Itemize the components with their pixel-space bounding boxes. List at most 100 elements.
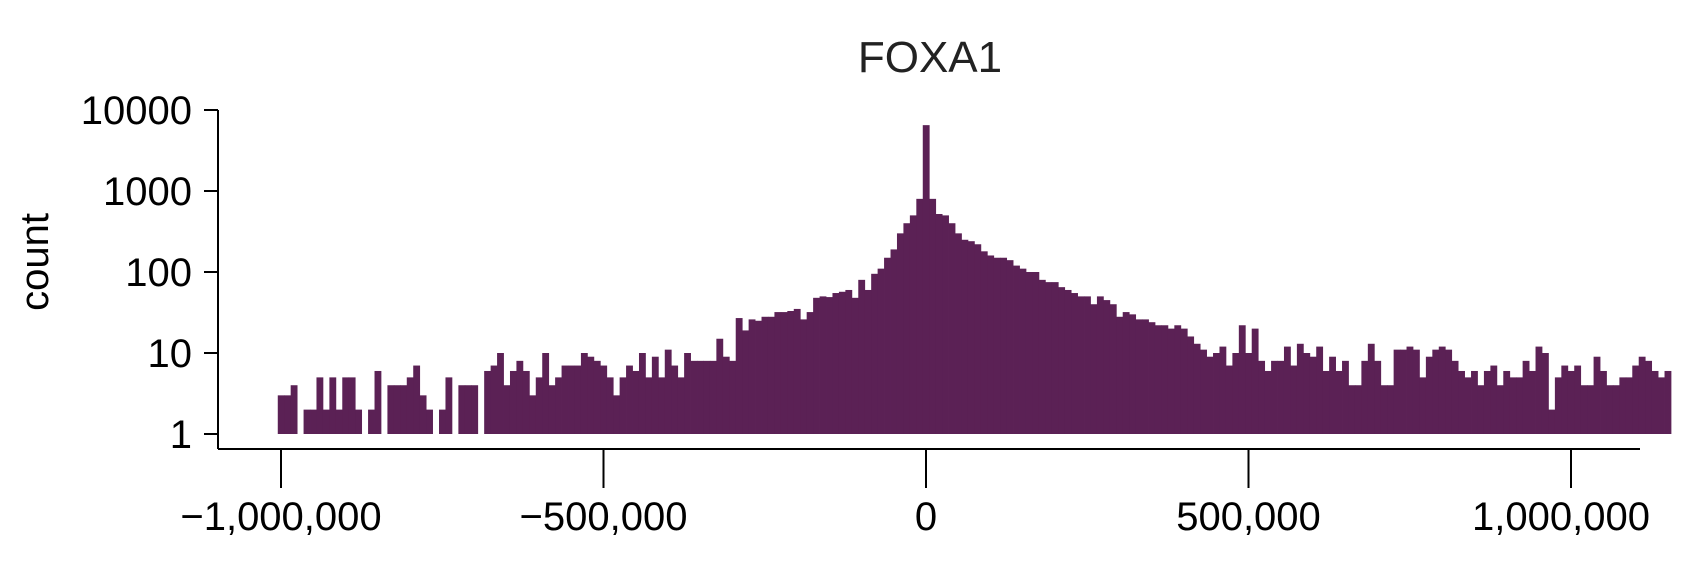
histogram-bar xyxy=(851,297,859,434)
histogram-bar xyxy=(426,409,433,434)
histogram-bar xyxy=(658,377,666,434)
histogram-bar xyxy=(1238,325,1246,434)
histogram-bar xyxy=(709,360,717,434)
histogram-bar xyxy=(1032,272,1040,434)
histogram-bar xyxy=(1142,319,1149,434)
histogram-bar xyxy=(1245,353,1253,434)
histogram-bar xyxy=(1432,349,1440,434)
histogram-bar xyxy=(632,370,640,434)
histogram-bar xyxy=(1200,349,1207,434)
y-tick-label: 100 xyxy=(125,251,192,295)
histogram-bar xyxy=(716,338,724,434)
histogram-bar xyxy=(568,365,575,434)
histogram-bar xyxy=(787,311,795,434)
histogram-bar xyxy=(748,319,756,434)
histogram-bar xyxy=(1109,304,1117,434)
histogram-bars xyxy=(277,125,1672,435)
histogram-bar xyxy=(780,312,788,434)
histogram-bar xyxy=(1303,353,1311,434)
histogram-bar xyxy=(522,370,530,434)
histogram-bar xyxy=(845,289,853,434)
histogram-bar xyxy=(1342,360,1349,434)
histogram-bar xyxy=(529,395,537,434)
histogram-bar xyxy=(1013,265,1020,434)
histogram-bar xyxy=(1187,336,1195,434)
histogram-bar xyxy=(767,316,775,434)
histogram-bar xyxy=(374,370,382,434)
histogram-bar xyxy=(1251,328,1259,434)
histogram-bar xyxy=(761,316,769,434)
histogram-bar xyxy=(1077,296,1085,434)
histogram-bar xyxy=(1445,349,1453,434)
histogram-bar xyxy=(638,353,646,434)
histogram-bar xyxy=(600,365,608,434)
histogram-bar xyxy=(864,289,872,434)
histogram-bar xyxy=(1632,365,1640,434)
histogram-bar xyxy=(1045,282,1053,434)
histogram-bar xyxy=(1425,356,1433,434)
histogram-bar xyxy=(974,244,982,434)
histogram-bar xyxy=(1380,385,1388,434)
histogram-bar xyxy=(793,308,801,434)
x-tick-label: −500,000 xyxy=(520,495,688,539)
histogram-bar xyxy=(1619,377,1627,434)
histogram-bar xyxy=(1529,370,1536,434)
histogram-bar xyxy=(1225,365,1233,434)
histogram-bar xyxy=(1329,356,1336,434)
histogram-bar xyxy=(942,215,949,434)
chart-title: FOXA1 xyxy=(858,33,1002,82)
histogram-bar xyxy=(626,365,633,434)
histogram-bar xyxy=(516,360,524,434)
x-tick-label: 1,000,000 xyxy=(1472,495,1650,539)
histogram-bar xyxy=(1161,325,1169,434)
histogram-bar xyxy=(574,365,582,434)
histogram-bar xyxy=(664,349,672,434)
histogram-bar xyxy=(909,215,917,434)
histogram-bar xyxy=(1464,377,1472,434)
histogram-bar xyxy=(406,377,414,434)
histogram-bar xyxy=(1084,296,1091,434)
histogram-bar xyxy=(277,395,285,434)
histogram-bar xyxy=(896,233,904,434)
histogram-bar xyxy=(806,312,814,434)
histogram-bar xyxy=(1180,328,1188,434)
y-axis-label: count xyxy=(13,213,57,311)
histogram-bar xyxy=(993,257,1001,434)
histogram-bar xyxy=(613,395,621,434)
histogram-bar xyxy=(1258,360,1266,434)
histogram-bar xyxy=(1638,356,1646,434)
histogram-bar xyxy=(471,385,479,434)
histogram-bar xyxy=(322,409,330,434)
histogram-bar xyxy=(1148,322,1156,434)
histogram-bar xyxy=(1587,385,1594,434)
histogram-bar xyxy=(858,279,866,434)
histogram-bar xyxy=(542,353,550,434)
histogram-bar xyxy=(961,239,969,434)
histogram-bar xyxy=(838,291,846,434)
histogram-bar xyxy=(1387,385,1395,434)
histogram-bar xyxy=(606,377,614,434)
histogram-bar xyxy=(903,223,911,434)
histogram-bar xyxy=(1322,370,1330,434)
histogram-bar xyxy=(1419,377,1427,434)
histogram-bar xyxy=(1548,409,1556,434)
histogram-bar xyxy=(548,385,556,434)
histogram-bar xyxy=(1516,377,1524,434)
histogram-bar xyxy=(819,296,827,434)
histogram-bar xyxy=(490,365,498,434)
histogram-bar xyxy=(1348,385,1356,434)
histogram-bar xyxy=(1361,360,1369,434)
y-tick-label: 1000 xyxy=(103,170,192,214)
histogram-bar xyxy=(1277,360,1285,434)
histogram-bar xyxy=(1483,370,1491,434)
histogram-bar xyxy=(348,377,356,434)
histogram-bar xyxy=(1000,257,1008,434)
histogram-bar xyxy=(1412,349,1420,434)
histogram-bar xyxy=(1471,370,1478,434)
histogram-bar xyxy=(1367,343,1375,434)
histogram-bar xyxy=(1580,385,1588,434)
histogram-bar xyxy=(1019,268,1027,434)
histogram-bar xyxy=(1116,316,1124,434)
histogram-bar xyxy=(955,233,962,434)
histogram-bar xyxy=(1541,353,1549,434)
